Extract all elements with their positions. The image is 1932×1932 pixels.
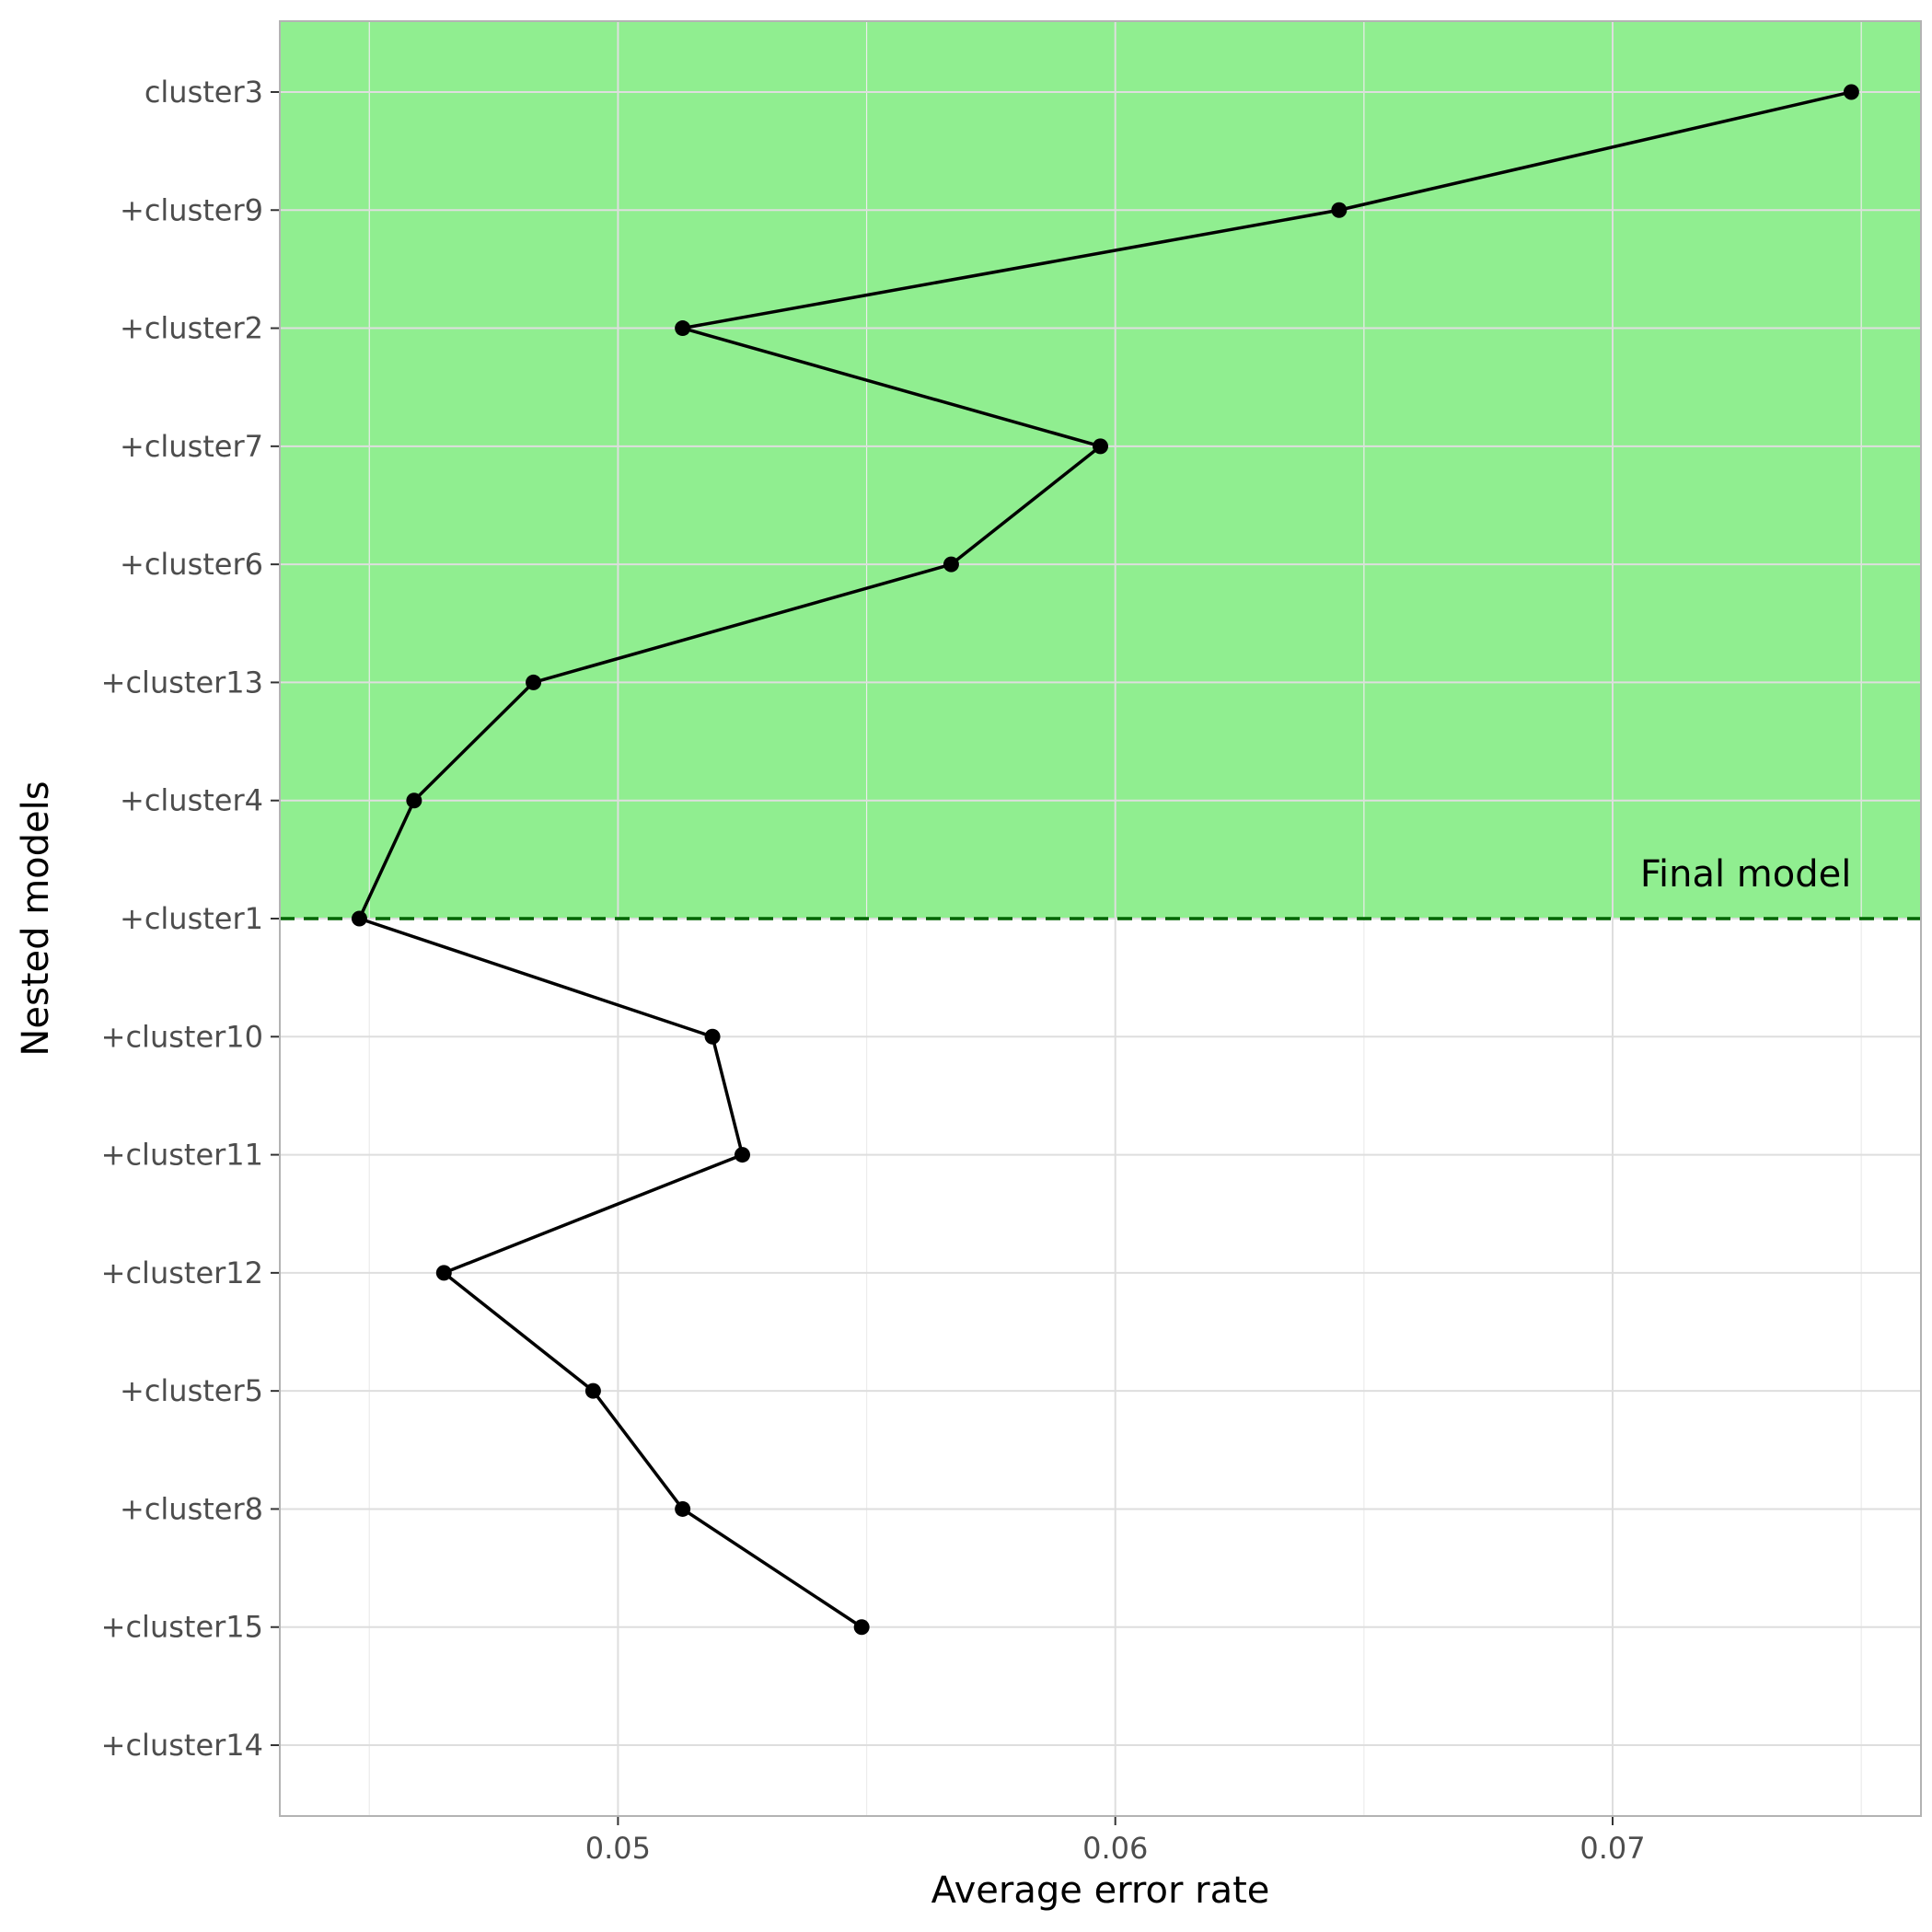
y-tick-label: +cluster5 xyxy=(120,1373,263,1408)
y-tick-label: +cluster11 xyxy=(101,1138,263,1173)
series-line-layer xyxy=(357,90,1852,1629)
data-point xyxy=(704,1028,721,1045)
x-tick-label: 0.07 xyxy=(1579,1831,1645,1866)
y-tick-label: +cluster13 xyxy=(101,665,263,700)
y-tick-label: +cluster1 xyxy=(120,901,263,936)
y-tick-label: +cluster4 xyxy=(120,783,263,818)
y-tick-label: +cluster12 xyxy=(101,1255,263,1290)
grid-layer xyxy=(280,21,1921,1816)
y-tick-label: +cluster6 xyxy=(120,547,263,582)
y-tick-label: +cluster2 xyxy=(120,311,263,346)
y-tick-label: +cluster14 xyxy=(101,1728,263,1763)
panel-border xyxy=(279,20,1922,1817)
series-line xyxy=(357,90,1852,1629)
data-point xyxy=(526,674,542,690)
data-point xyxy=(435,1265,452,1281)
data-point xyxy=(1331,202,1348,218)
data-point xyxy=(943,556,959,573)
data-points-layer xyxy=(351,84,1859,1636)
y-axis-title: Nested models xyxy=(15,781,57,1056)
data-point xyxy=(584,1382,601,1399)
data-point xyxy=(406,792,422,809)
y-tick-label: +cluster7 xyxy=(120,429,263,464)
data-point xyxy=(1843,84,1859,100)
axis-ticks-layer xyxy=(271,90,1614,1825)
final-model-highlight-region xyxy=(280,21,1921,919)
y-tick-label: cluster3 xyxy=(145,75,263,110)
final-model-annotation: Final model xyxy=(1640,853,1851,896)
x-axis-title: Average error rate xyxy=(931,1869,1270,1912)
y-tick-label: +cluster8 xyxy=(120,1491,263,1526)
data-point xyxy=(1093,438,1108,455)
data-point xyxy=(675,320,691,337)
y-tick-label: +cluster15 xyxy=(101,1610,263,1645)
data-point xyxy=(734,1147,750,1163)
x-tick-label: 0.05 xyxy=(585,1831,651,1866)
x-tick-label: 0.06 xyxy=(1082,1831,1148,1866)
data-point xyxy=(675,1500,691,1517)
highlight-region-layer xyxy=(280,21,1921,919)
y-tick-label: +cluster9 xyxy=(120,192,263,227)
tick-labels-layer: cluster3 +cluster9 +cluster2 +cluster7 +clus… xyxy=(101,75,1646,1866)
data-point xyxy=(853,1619,870,1636)
y-tick-label: +cluster10 xyxy=(101,1019,263,1054)
data-point xyxy=(351,910,367,927)
